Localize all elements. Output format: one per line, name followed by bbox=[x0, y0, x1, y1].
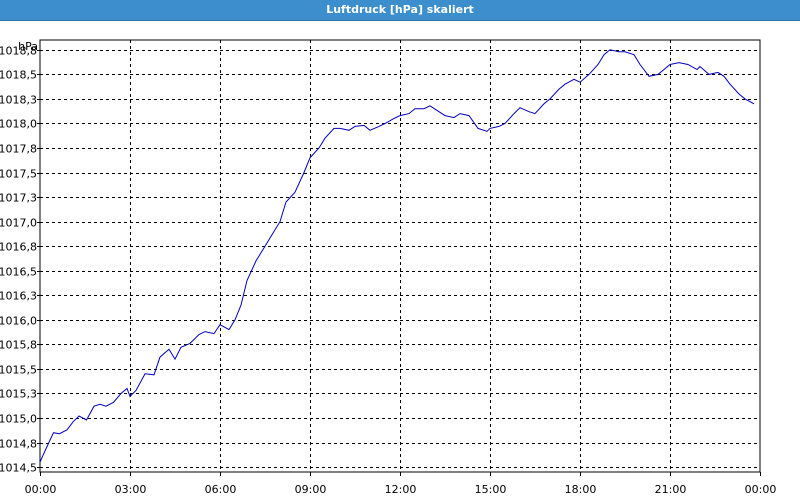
title-bar: Luftdruck [hPa] skaliert bbox=[0, 0, 800, 21]
x-tick-time-label: 15:00 bbox=[475, 483, 507, 496]
y-tick-label: 1015,3 bbox=[0, 388, 37, 401]
chart-title: Luftdruck [hPa] skaliert bbox=[326, 3, 474, 16]
y-tick-label: 1017,3 bbox=[0, 192, 37, 205]
x-tick-time-label: 03:00 bbox=[115, 483, 147, 496]
y-axis-unit-label: hPa bbox=[18, 40, 38, 53]
x-tick-time-label: 00:00 bbox=[745, 483, 777, 496]
y-tick-label: 1018,8 bbox=[0, 45, 37, 58]
x-tick-time-label: 21:00 bbox=[655, 483, 687, 496]
y-tick-label: 1016,5 bbox=[0, 266, 37, 279]
y-tick-label: 1017,0 bbox=[0, 217, 37, 230]
y-tick-label: 1014,5 bbox=[0, 462, 37, 475]
x-tick-time-label: 18:00 bbox=[565, 483, 597, 496]
y-tick-label: 1017,5 bbox=[0, 168, 37, 181]
x-tick-time-label: 00:00 bbox=[25, 483, 57, 496]
y-tick-label: 1015,5 bbox=[0, 364, 37, 377]
y-tick-label: 1016,3 bbox=[0, 290, 37, 303]
y-tick-label: 1015,8 bbox=[0, 339, 37, 352]
y-tick-label: 1016,0 bbox=[0, 315, 37, 328]
pressure-series-line bbox=[39, 49, 755, 463]
y-tick-label: 1015,0 bbox=[0, 413, 37, 426]
y-tick-label: 1018,0 bbox=[0, 118, 37, 131]
y-axis: 1014,5 1014,8 1015,0 1015,3 1015,5 1015,8 1016… bbox=[0, 45, 40, 475]
y-tick-label: 1018,3 bbox=[0, 94, 37, 107]
pressure-chart: 1014,5 1014,8 1015,0 1015,3 1015,5 1015,8 1016… bbox=[0, 39, 777, 496]
y-tick-label: 1014,8 bbox=[0, 438, 37, 451]
y-tick-label: 1018,5 bbox=[0, 69, 37, 82]
x-tick-time-label: 12:00 bbox=[385, 483, 417, 496]
y-tick-label: 1016,8 bbox=[0, 241, 37, 254]
x-axis: 00:0003.12.1403:0003.12.1406:0003.12.140… bbox=[25, 472, 777, 496]
x-tick-time-label: 06:00 bbox=[205, 483, 237, 496]
x-tick-time-label: 09:00 bbox=[295, 483, 327, 496]
y-tick-label: 1017,8 bbox=[0, 143, 37, 156]
grid-lines bbox=[40, 40, 760, 472]
